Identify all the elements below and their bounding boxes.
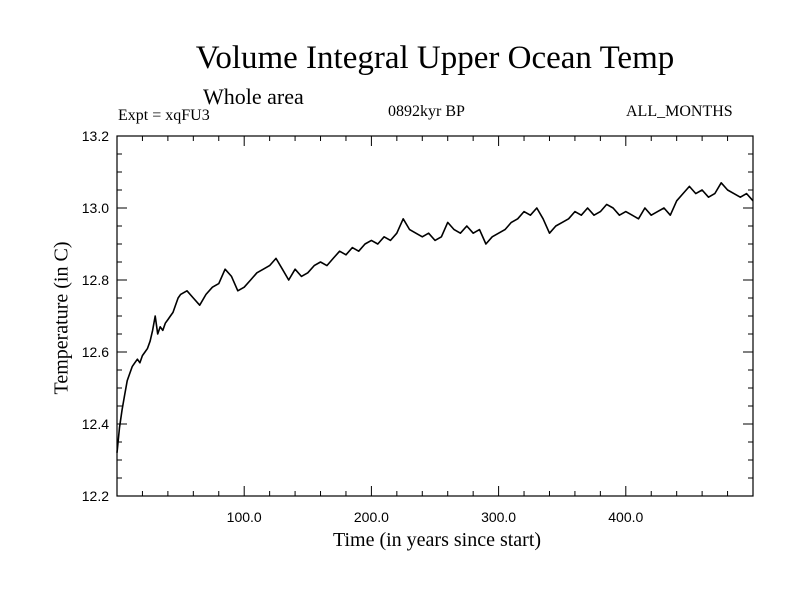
tick-labels: 100.0 200.0 300.0 400.0 12.2 12.4 12.6 12.8 13.0…: [82, 128, 644, 525]
y-tick-label: 12.6: [82, 344, 109, 360]
chart-subtitle: Whole area: [203, 84, 304, 109]
y-tick-label: 12.4: [82, 416, 109, 432]
series-line: [116, 182, 754, 453]
experiment-label: Expt = xqFU3: [118, 107, 210, 124]
x-tick-label: 400.0: [608, 509, 643, 525]
x-tick-label: 100.0: [227, 509, 262, 525]
x-tick-label: 300.0: [481, 509, 516, 525]
months-label: ALL_MONTHS: [626, 103, 733, 120]
plot-frame: [116, 135, 754, 497]
y-tick-label: 13.2: [82, 128, 109, 144]
x-axis-label: Time (in years since start): [332, 529, 542, 551]
y-tick-label: 12.2: [82, 488, 109, 504]
axis-ticks: [117, 136, 753, 496]
y-tick-label: 12.8: [82, 272, 109, 288]
y-tick-label: 13.0: [82, 200, 109, 216]
period-label: 0892kyr BP: [388, 103, 465, 120]
chart-title: Volume Integral Upper Ocean Temp: [195, 40, 675, 76]
y-axis-label: Temperature (in C): [50, 241, 73, 395]
x-tick-label: 200.0: [354, 509, 389, 525]
